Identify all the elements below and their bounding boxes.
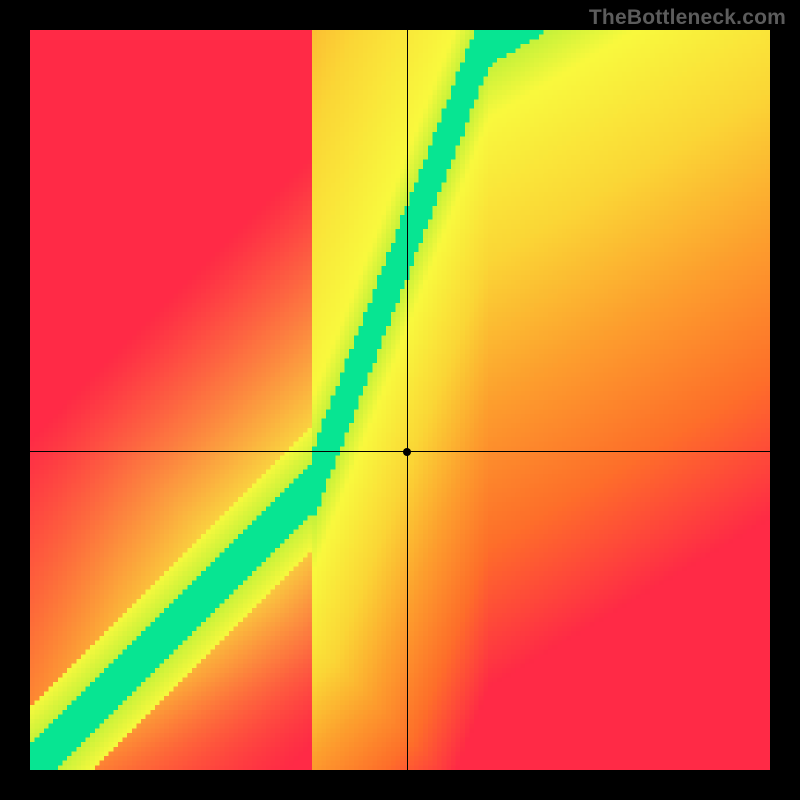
bottleneck-heatmap (30, 30, 770, 770)
watermark-text: TheBottleneck.com (589, 6, 786, 30)
crosshair-horizontal (30, 451, 770, 452)
plot-frame (0, 0, 800, 800)
heatmap-wrap (30, 30, 770, 770)
chart-container: { "watermark": "TheBottleneck.com", "can… (0, 0, 800, 800)
crosshair-vertical (407, 30, 408, 770)
